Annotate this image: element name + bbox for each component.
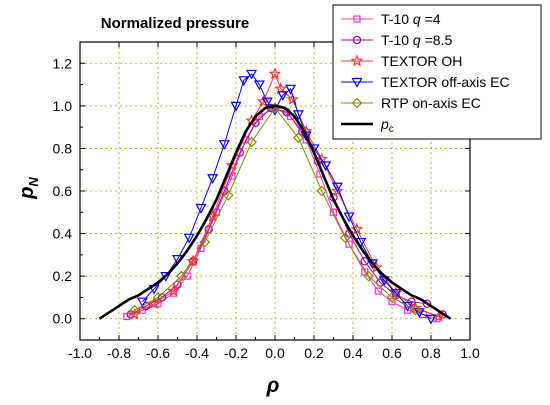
data-point-star (167, 284, 180, 297)
legend-box (332, 4, 542, 140)
data-point-triangle-down (238, 76, 250, 87)
x-tick-label: 0.2 (304, 345, 324, 361)
y-tick-label: 1.0 (53, 98, 73, 114)
data-point-diamond (199, 236, 211, 248)
data-point-circle (422, 299, 432, 309)
data-point-square (353, 15, 361, 23)
data-point-triangle-down (425, 314, 437, 325)
data-point-diamond (386, 292, 398, 303)
series-line (134, 107, 416, 311)
data-point-triangle-down (246, 69, 258, 80)
y-tick-label: 1.2 (53, 55, 73, 71)
y-tick-label: 0.8 (53, 140, 73, 156)
data-point-triangle-down (230, 101, 242, 112)
series-5 (98, 104, 452, 320)
data-point-circle (173, 280, 182, 289)
data-point-circle (352, 35, 362, 45)
data-point-square (374, 287, 382, 295)
y-tick-label: 0.4 (53, 226, 73, 242)
data-point-diamond (293, 132, 304, 144)
data-point-triangle-down (366, 259, 379, 270)
y-tick-label: 0.6 (53, 183, 73, 199)
data-point-triangle-down (183, 233, 195, 244)
legend-label: TEXTOR off-axis EC (381, 74, 510, 90)
data-point-triangle-down (331, 182, 343, 193)
data-point-triangle-down (218, 140, 230, 150)
data-point-star (274, 82, 288, 95)
data-point-triangle-down (136, 297, 148, 308)
legend: T-10 q =4 T-10 q =8.5 TEXTOR OH TEXTOR off-… (332, 4, 542, 140)
series-4 (129, 102, 421, 316)
y-axis-label-main: p (16, 187, 38, 200)
y-axis-label: pN (16, 177, 41, 200)
data-point-star (268, 67, 282, 80)
x-tick-label: -0.2 (224, 345, 248, 361)
series-line (98, 104, 452, 320)
data-point-star (350, 54, 364, 67)
y-tick-label: 0.2 (53, 268, 73, 284)
y-axis-label-sub: N (26, 177, 41, 187)
x-tick-label: -0.8 (107, 345, 131, 361)
legend-label: T-10 q =4 (381, 11, 441, 27)
data-point-diamond (222, 189, 234, 201)
data-point-star (286, 92, 299, 105)
data-point-triangle-down (402, 301, 414, 312)
data-point-diamond (363, 270, 374, 282)
data-point-triangle-down (253, 80, 265, 91)
x-tick-label: 0.8 (421, 345, 441, 361)
data-point-diamond (410, 304, 421, 316)
x-tick-label: -1.0 (68, 345, 92, 361)
x-tick-label: 0.0 (265, 345, 285, 361)
chart-title: Normalized pressure (101, 15, 249, 32)
legend-label: T-10 q =8.5 (381, 32, 452, 48)
x-tick-label: -0.4 (185, 345, 209, 361)
data-point-triangle-down (261, 97, 273, 108)
data-point-star (350, 222, 364, 235)
data-point-diamond (129, 304, 140, 316)
series-layer (98, 67, 452, 325)
data-point-diamond (176, 270, 187, 282)
legend-label: RTP on-axis EC (381, 95, 481, 111)
data-point-triangle-down (343, 212, 355, 223)
series-3 (136, 69, 437, 325)
x-tick-label: 0.6 (382, 345, 402, 361)
data-point-square (388, 298, 396, 306)
data-point-star (186, 254, 200, 267)
data-point-square (345, 240, 353, 248)
legend-label: pc (380, 116, 394, 135)
data-point-triangle-down (292, 110, 304, 121)
y-tick-label: 0.0 (53, 311, 73, 327)
data-point-star (128, 307, 141, 320)
x-tick-label: -0.6 (146, 345, 170, 361)
data-point-triangle-down (207, 174, 219, 184)
data-point-diamond (152, 292, 164, 303)
legend-label: TEXTOR OH (381, 53, 462, 69)
x-axis-label: ρ (266, 374, 280, 397)
x-tick-label: 0.4 (343, 345, 363, 361)
data-point-star (331, 184, 344, 197)
data-point-triangle-down (285, 84, 297, 95)
data-point-diamond (339, 232, 351, 244)
data-point-triangle-down (300, 131, 312, 142)
x-tick-label: 1.0 (460, 345, 480, 361)
data-point-triangle-down (195, 203, 207, 214)
data-point-star (315, 152, 329, 165)
data-point-diamond (316, 185, 328, 197)
data-point-star (225, 158, 239, 171)
svg-text:pN: pN (16, 177, 41, 200)
data-point-square (183, 272, 191, 280)
data-point-triangle-down (277, 91, 289, 101)
data-point-diamond (351, 97, 363, 109)
data-point-triangle-down (390, 289, 402, 299)
axes: -1.0 -0.8 -0.6 -0.4 -0.2 0.0 0.2 0.4 0.6 0.8 1.0 0.… (53, 41, 480, 361)
data-point-diamond (246, 136, 257, 148)
data-point-triangle-down (320, 161, 332, 172)
data-point-triangle-down (351, 77, 363, 88)
